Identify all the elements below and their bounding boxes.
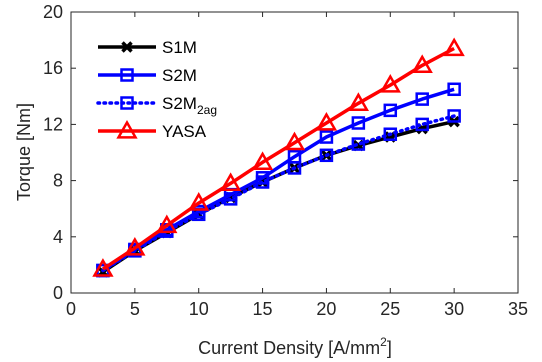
legend-label-main: S1M <box>162 38 197 57</box>
data-point-yasa-7 <box>315 111 338 131</box>
legend-label-main: YASA <box>162 122 207 141</box>
legend-marker-s2m <box>120 68 134 82</box>
y-tick-label-20: 20 <box>43 2 63 22</box>
y-tick-label-12: 12 <box>43 114 63 134</box>
legend-label-yasa: YASA <box>162 122 207 141</box>
x-tick-label-35: 35 <box>508 299 528 319</box>
axes-layer: 0 5 10 15 20 25 30 35 0 4 8 12 16 20 <box>43 2 528 319</box>
y-axis-label: Torque [Nm] <box>14 103 34 201</box>
x-axis-label-superscript: 2 <box>380 335 387 349</box>
data-point-yasa-9 <box>379 74 401 93</box>
legend-label-s2m-2ag: S2M2ag <box>162 94 217 117</box>
x-tick-label-20: 20 <box>316 299 336 319</box>
data-point-yasa-4 <box>219 172 242 192</box>
x-tick-label-0: 0 <box>66 299 76 319</box>
x-tick-label-25: 25 <box>380 299 400 319</box>
x-tick-label-15: 15 <box>253 299 273 319</box>
legend-item-s1m: S1M <box>98 38 197 57</box>
data-point-s2m-2ag-7 <box>319 148 334 163</box>
legend-marker-s1m <box>121 41 133 53</box>
legend-marker-s2m-2ag <box>120 96 134 110</box>
data-point-yasa-2 <box>156 214 178 234</box>
data-point-s2m-7 <box>319 130 334 144</box>
x-axis-label-main: Current Density [A/mm <box>198 338 380 358</box>
x-axis-label-end: ] <box>387 338 392 358</box>
y-tick-label-0: 0 <box>53 283 63 303</box>
legend-label-main: S2M <box>162 66 197 85</box>
legend-label-s1m: S1M <box>162 38 197 57</box>
data-point-yasa-6 <box>283 131 306 151</box>
data-point-s2m-8 <box>351 116 366 130</box>
x-axis-label: Current Density [A/mm2] <box>198 335 392 358</box>
data-point-yasa-1 <box>124 237 146 256</box>
legend-item-s2m: S2M <box>98 66 197 85</box>
legend-label-main: S2M <box>162 94 197 113</box>
data-point-s2m-2ag-4 <box>223 192 238 206</box>
data-point-s2m-2ag-11 <box>447 109 461 123</box>
data-point-s2m-2ag-6 <box>287 161 302 175</box>
data-point-s2m-2ag-8 <box>351 137 366 151</box>
series-layer <box>92 37 465 278</box>
data-point-s2m-2ag-9 <box>383 127 398 141</box>
y-tick-label-16: 16 <box>43 58 63 78</box>
data-point-yasa-10 <box>411 54 433 74</box>
data-point-yasa-11 <box>443 37 465 57</box>
legend-item-s2m-2ag: S2M2ag <box>96 94 217 117</box>
data-point-s2m-2ag-5 <box>255 175 270 189</box>
data-point-yasa-5 <box>251 151 274 170</box>
data-point-yasa-3 <box>188 192 210 211</box>
data-point-s2m-10 <box>415 92 429 106</box>
legend-label-s2m: S2M <box>162 66 197 85</box>
y-tick-label-8: 8 <box>53 171 63 191</box>
legend-label-subscript: 2ag <box>197 103 217 117</box>
data-point-yasa-8 <box>347 92 370 111</box>
axes-frame <box>70 11 519 294</box>
data-point-yasa-0 <box>92 258 114 277</box>
data-point-s2m-9 <box>383 103 398 118</box>
series-yasa <box>92 37 465 277</box>
series-line-yasa <box>101 46 455 271</box>
x-tick-label-30: 30 <box>444 299 464 319</box>
data-point-s2m-11 <box>447 82 461 97</box>
x-tick-label-5: 5 <box>130 299 140 319</box>
legend-marker-yasa <box>116 119 138 139</box>
data-point-s2m-2ag-10 <box>415 117 429 132</box>
x-tick-label-10: 10 <box>189 299 209 319</box>
legend-item-yasa: YASA <box>98 119 207 141</box>
y-tick-label-4: 4 <box>53 227 63 247</box>
